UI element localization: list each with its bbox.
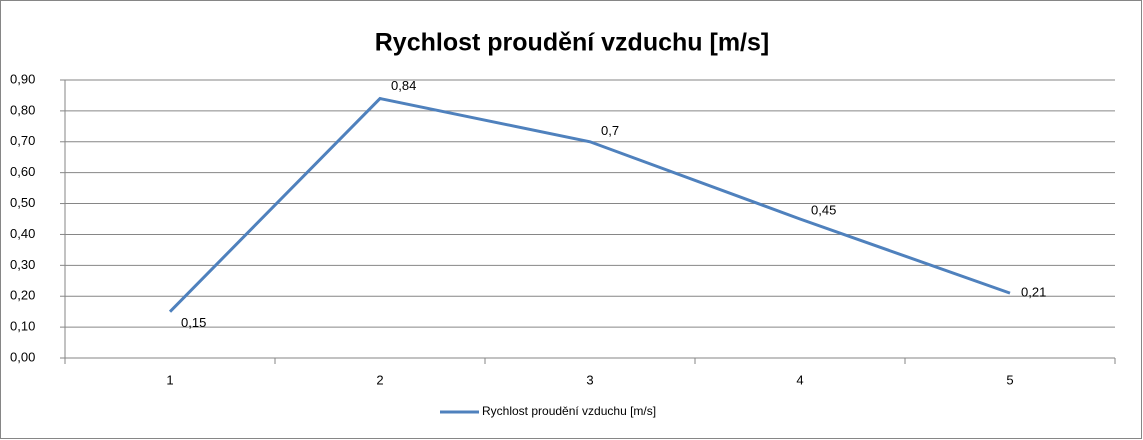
y-tick-label: 0,60 (10, 164, 35, 179)
x-tick-label: 5 (1006, 372, 1013, 387)
x-tick-label: 4 (796, 372, 803, 387)
y-tick-label: 0,10 (10, 319, 35, 334)
y-tick-label: 0,80 (10, 102, 35, 117)
y-tick-label: 0,50 (10, 195, 35, 210)
data-label: 0,15 (181, 315, 206, 330)
x-tick-label: 3 (586, 372, 593, 387)
y-tick-label: 0,20 (10, 288, 35, 303)
data-line (168, 96, 1011, 313)
y-tick-label: 0,90 (10, 71, 35, 86)
data-label: 0,7 (601, 123, 619, 138)
data-label: 0,21 (1021, 285, 1046, 300)
data-label: 0,84 (391, 78, 416, 93)
y-tick-label: 0,00 (10, 349, 35, 364)
legend-label: Rychlost proudění vzduchu [m/s] (482, 404, 656, 418)
y-tick-label: 0,30 (10, 257, 35, 272)
y-tick-label: 0,70 (10, 133, 35, 148)
x-tick-label: 2 (376, 372, 383, 387)
chart-title: Rychlost proudění vzduchu [m/s] (375, 29, 769, 57)
y-tick-label: 0,40 (10, 226, 35, 241)
x-tick-label: 1 (166, 372, 173, 387)
data-label: 0,45 (811, 202, 836, 217)
